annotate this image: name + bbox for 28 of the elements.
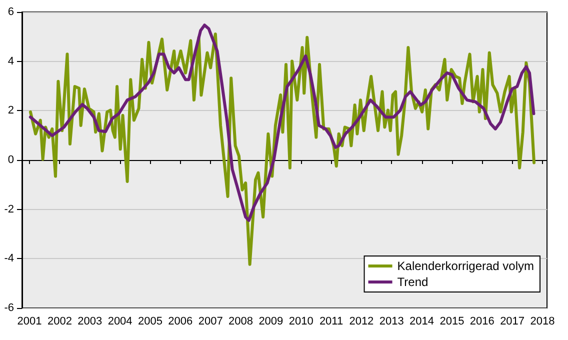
x-tick-label: 2009 (258, 316, 284, 328)
x-tick-label: 2003 (78, 316, 102, 328)
x-tick-label: 2014 (410, 316, 434, 328)
x-tick-label: 2001 (17, 316, 42, 328)
legend-label: Kalenderkorrigerad volym (397, 259, 534, 273)
y-tick-label: 2 (8, 104, 14, 117)
x-tick-label: 2015 (440, 316, 464, 328)
y-tick-label: 6 (8, 6, 14, 18)
x-tick-label: 2018 (530, 316, 555, 328)
x-tick-label: 2012 (349, 316, 374, 328)
y-tick-label: -6 (4, 302, 14, 314)
x-tick-label: 2008 (228, 316, 253, 328)
x-tick-label: 2006 (168, 316, 193, 328)
y-tick-label: -4 (4, 252, 14, 265)
legend-label: Trend (397, 275, 428, 289)
y-tick-label: -2 (4, 203, 14, 216)
y-tick-label: 0 (8, 154, 14, 166)
line-series (28, 24, 536, 222)
x-tick-label: 2005 (138, 316, 162, 328)
x-tick-label: 2004 (108, 316, 132, 328)
x-tick-label: 2002 (47, 316, 72, 328)
x-tick-label: 2016 (470, 316, 494, 328)
y-tick-label: 4 (8, 55, 14, 68)
x-tick-label: 2013 (379, 316, 404, 328)
x-tick-label: 2017 (500, 316, 525, 328)
x-tick-label: 2007 (198, 316, 223, 328)
x-tick-label: 2010 (288, 316, 314, 328)
x-tick-label: 2011 (319, 316, 344, 328)
